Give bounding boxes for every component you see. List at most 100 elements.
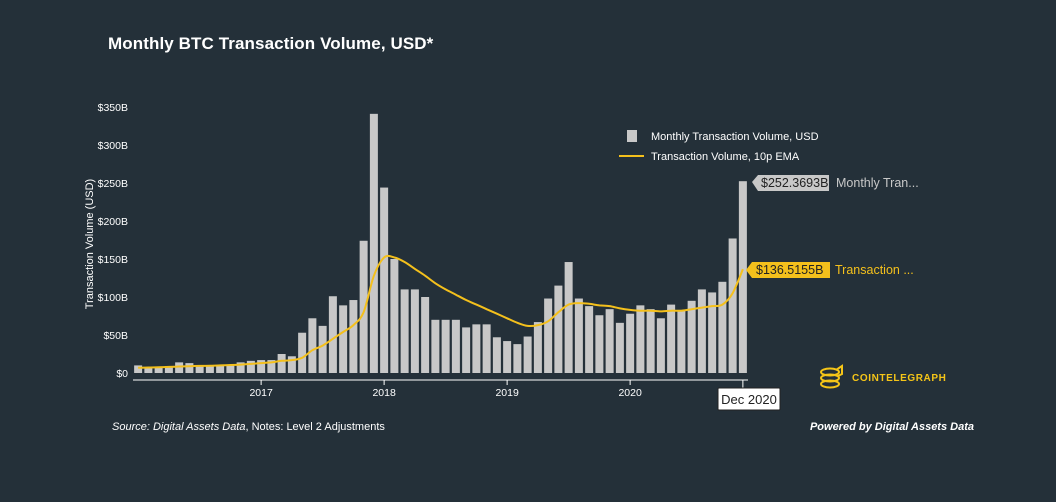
bar[interactable] xyxy=(277,354,286,373)
bar[interactable] xyxy=(431,319,440,373)
x-axis: 2017 2018 2019 2020 xyxy=(249,380,744,399)
ema-callout-box xyxy=(746,262,830,278)
bar[interactable] xyxy=(380,187,389,373)
bar[interactable] xyxy=(236,362,245,373)
bar[interactable] xyxy=(677,309,686,373)
cointelegraph-logo[interactable]: COINTELEGRAPH xyxy=(816,364,946,394)
y-tick-label: $0 xyxy=(116,368,128,380)
crosshair-date-label: Dec 2020 xyxy=(717,387,781,411)
legend-bar-swatch xyxy=(627,130,637,142)
bar[interactable] xyxy=(267,360,276,373)
bar[interactable] xyxy=(636,305,645,373)
x-tick-label: 2018 xyxy=(372,387,396,399)
source-notes: , Notes: Level 2 Adjustments xyxy=(245,421,385,433)
source-note: Source: Digital Assets Data, Notes: Leve… xyxy=(112,421,385,433)
ema-callout-label: Transaction ... xyxy=(835,263,914,277)
bar-series[interactable] xyxy=(134,113,747,373)
bar[interactable] xyxy=(441,319,450,373)
y-tick-label: $50B xyxy=(103,330,128,342)
bar[interactable] xyxy=(728,238,737,373)
bar[interactable] xyxy=(615,322,624,373)
y-axis: $0 $50B $100B $150B $200B $250B $300B $350B xyxy=(98,102,129,380)
bar[interactable] xyxy=(154,366,163,373)
bar[interactable] xyxy=(144,366,153,373)
coin-stack-icon xyxy=(820,364,843,389)
bar[interactable] xyxy=(349,300,358,373)
bar[interactable] xyxy=(472,324,481,373)
bar[interactable] xyxy=(205,366,214,373)
bar[interactable] xyxy=(595,315,604,373)
y-axis-label: Transaction Volume (USD) xyxy=(84,179,96,309)
y-tick-label: $150B xyxy=(98,254,128,266)
legend[interactable]: Monthly Transaction Volume, USD Transact… xyxy=(619,130,819,163)
bar[interactable] xyxy=(492,337,501,373)
bar[interactable] xyxy=(257,360,266,373)
bar[interactable] xyxy=(738,181,747,373)
bar-callout-value: $252.3693B xyxy=(761,176,828,190)
bar[interactable] xyxy=(605,309,614,373)
bar[interactable] xyxy=(359,240,368,373)
ema-line[interactable] xyxy=(138,254,744,369)
bar-callout-label: Monthly Tran... xyxy=(836,176,919,190)
bar[interactable] xyxy=(462,327,471,373)
x-tick-label: 2019 xyxy=(495,387,519,399)
chart-title: Monthly BTC Transaction Volume, USD* xyxy=(108,34,434,53)
bar[interactable] xyxy=(646,309,655,373)
bar[interactable] xyxy=(574,298,583,373)
bar[interactable] xyxy=(328,296,337,373)
y-tick-label: $250B xyxy=(98,178,128,190)
bar[interactable] xyxy=(656,318,665,373)
bar[interactable] xyxy=(697,289,706,373)
legend-bar-label[interactable]: Monthly Transaction Volume, USD xyxy=(651,131,819,143)
bar[interactable] xyxy=(195,365,204,373)
bar[interactable] xyxy=(482,324,491,373)
bar[interactable] xyxy=(667,304,676,373)
bar-callout-box xyxy=(752,175,829,191)
bar[interactable] xyxy=(533,322,542,373)
x-tick-label: 2020 xyxy=(618,387,642,399)
bar[interactable] xyxy=(226,364,235,373)
ema-value-callout: $136.5155B Transaction ... xyxy=(746,262,914,278)
bar[interactable] xyxy=(134,365,143,373)
bar[interactable] xyxy=(554,285,563,373)
crosshair-label-text: Dec 2020 xyxy=(721,392,777,407)
bar[interactable] xyxy=(708,292,717,373)
bar[interactable] xyxy=(216,365,225,373)
y-tick-label: $100B xyxy=(98,292,128,304)
bar[interactable] xyxy=(564,262,573,373)
bar[interactable] xyxy=(451,319,460,373)
bar[interactable] xyxy=(585,306,594,373)
crosshair-label-box xyxy=(717,387,781,411)
bar-value-callout: $252.3693B Monthly Tran... xyxy=(752,175,919,191)
bar[interactable] xyxy=(718,281,727,373)
ema-callout-value: $136.5155B xyxy=(756,263,823,277)
x-tick-label: 2017 xyxy=(249,387,273,399)
powered-by: Powered by Digital Assets Data xyxy=(809,421,974,433)
bar[interactable] xyxy=(308,318,317,373)
bar[interactable] xyxy=(175,362,184,373)
bar[interactable] xyxy=(544,298,553,373)
bar[interactable] xyxy=(687,300,696,373)
bar[interactable] xyxy=(369,113,378,373)
y-tick-label: $200B xyxy=(98,216,128,228)
y-tick-label: $300B xyxy=(98,140,128,152)
bar[interactable] xyxy=(400,289,409,373)
bar[interactable] xyxy=(410,289,419,373)
bar[interactable] xyxy=(298,332,307,373)
bar[interactable] xyxy=(513,344,522,373)
bar[interactable] xyxy=(421,297,430,373)
bar[interactable] xyxy=(318,325,327,373)
bar[interactable] xyxy=(626,313,635,373)
bar[interactable] xyxy=(246,360,255,373)
bar[interactable] xyxy=(523,336,532,373)
legend-line-label[interactable]: Transaction Volume, 10p EMA xyxy=(651,151,800,163)
bar[interactable] xyxy=(390,259,399,373)
bar[interactable] xyxy=(503,341,512,373)
y-tick-label: $350B xyxy=(98,102,128,114)
bar[interactable] xyxy=(185,363,194,373)
bar[interactable] xyxy=(339,305,348,373)
bar[interactable] xyxy=(164,366,173,373)
logo-text: COINTELEGRAPH xyxy=(852,373,947,384)
bar[interactable] xyxy=(287,356,296,373)
